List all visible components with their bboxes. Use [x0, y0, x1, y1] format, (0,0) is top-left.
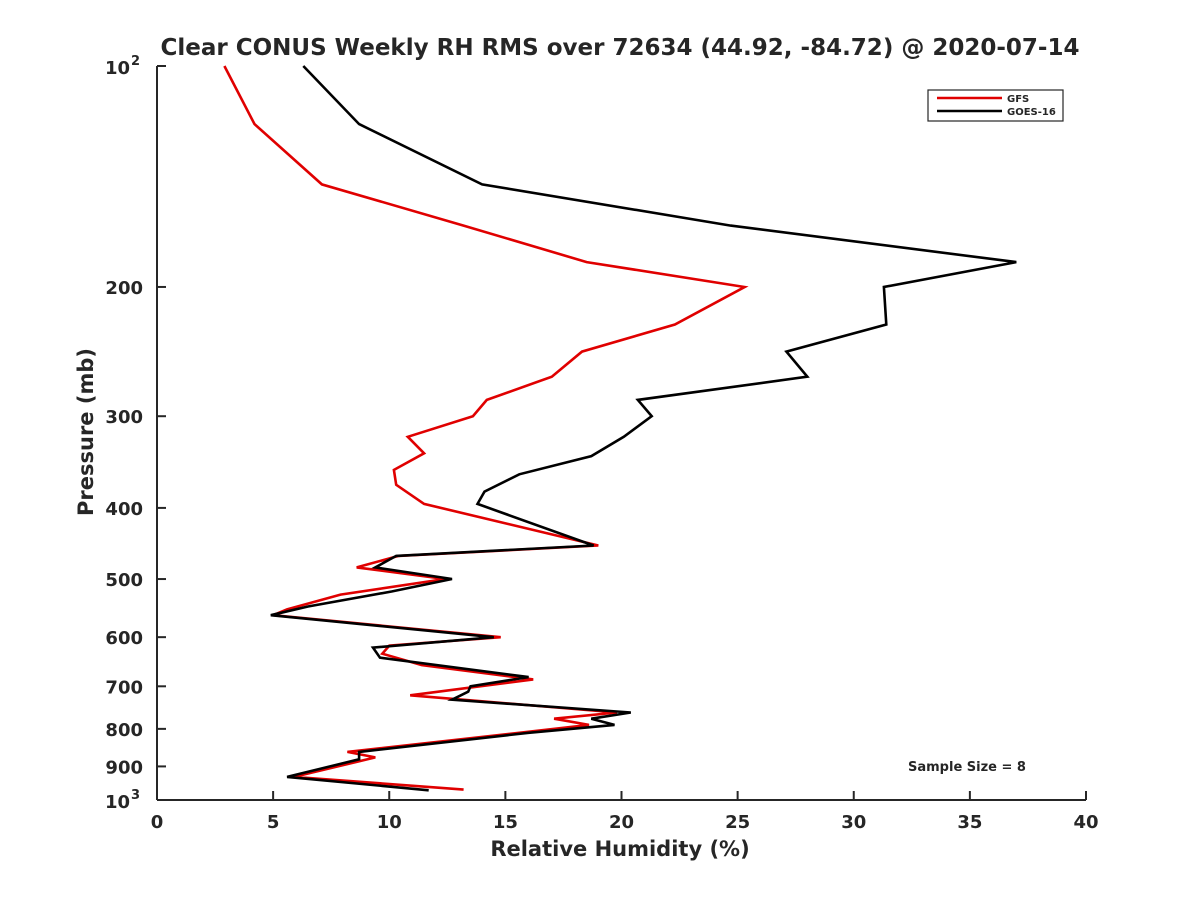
legend-label-gfs: GFS — [1007, 94, 1029, 105]
y-tick-label: 300 — [105, 407, 143, 428]
y-tick-label: 400 — [105, 499, 143, 520]
y-tick-label: 500 — [105, 570, 143, 591]
legend-box — [927, 89, 1064, 122]
x-tick-label: 20 — [609, 812, 634, 833]
plot-area: 0 5 10 15 20 25 30 35 40 200 300 400 500 600 700 800 900… — [105, 54, 1099, 833]
y-tick-exponent: 3 — [131, 788, 140, 803]
x-tick-label: 30 — [841, 812, 866, 833]
x-axis-label: Relative Humidity (%) — [490, 837, 749, 861]
x-tick-label: 40 — [1073, 812, 1098, 833]
legend: GFS GOES-16 — [927, 89, 1064, 122]
y-tick-label: 700 — [105, 677, 143, 698]
series-line-goes-16 — [270, 65, 1017, 792]
y-tick-label: 10 — [105, 792, 130, 813]
x-tick-label: 0 — [151, 812, 164, 833]
x-tick-label: 5 — [267, 812, 280, 833]
y-tick-label: 800 — [105, 720, 143, 741]
y-tick-exponent: 2 — [131, 54, 140, 69]
y-tick-label: 900 — [105, 757, 143, 778]
legend-label-goes-16: GOES-16 — [1007, 107, 1056, 118]
x-tick-label: 25 — [725, 812, 750, 833]
series-line-gfs — [223, 65, 749, 791]
x-tick-label: 15 — [493, 812, 518, 833]
y-tick-label: 10 — [105, 58, 130, 79]
x-tick-label: 10 — [377, 812, 402, 833]
y-axis-label: Pressure (mb) — [74, 348, 98, 516]
y-tick-label: 200 — [105, 278, 143, 299]
sample-size-annotation: Sample Size = 8 — [908, 760, 1026, 775]
y-tick-label: 600 — [105, 628, 143, 649]
chart-title: Clear CONUS Weekly RH RMS over 72634 (44… — [161, 35, 1080, 61]
x-tick-label: 35 — [957, 812, 982, 833]
